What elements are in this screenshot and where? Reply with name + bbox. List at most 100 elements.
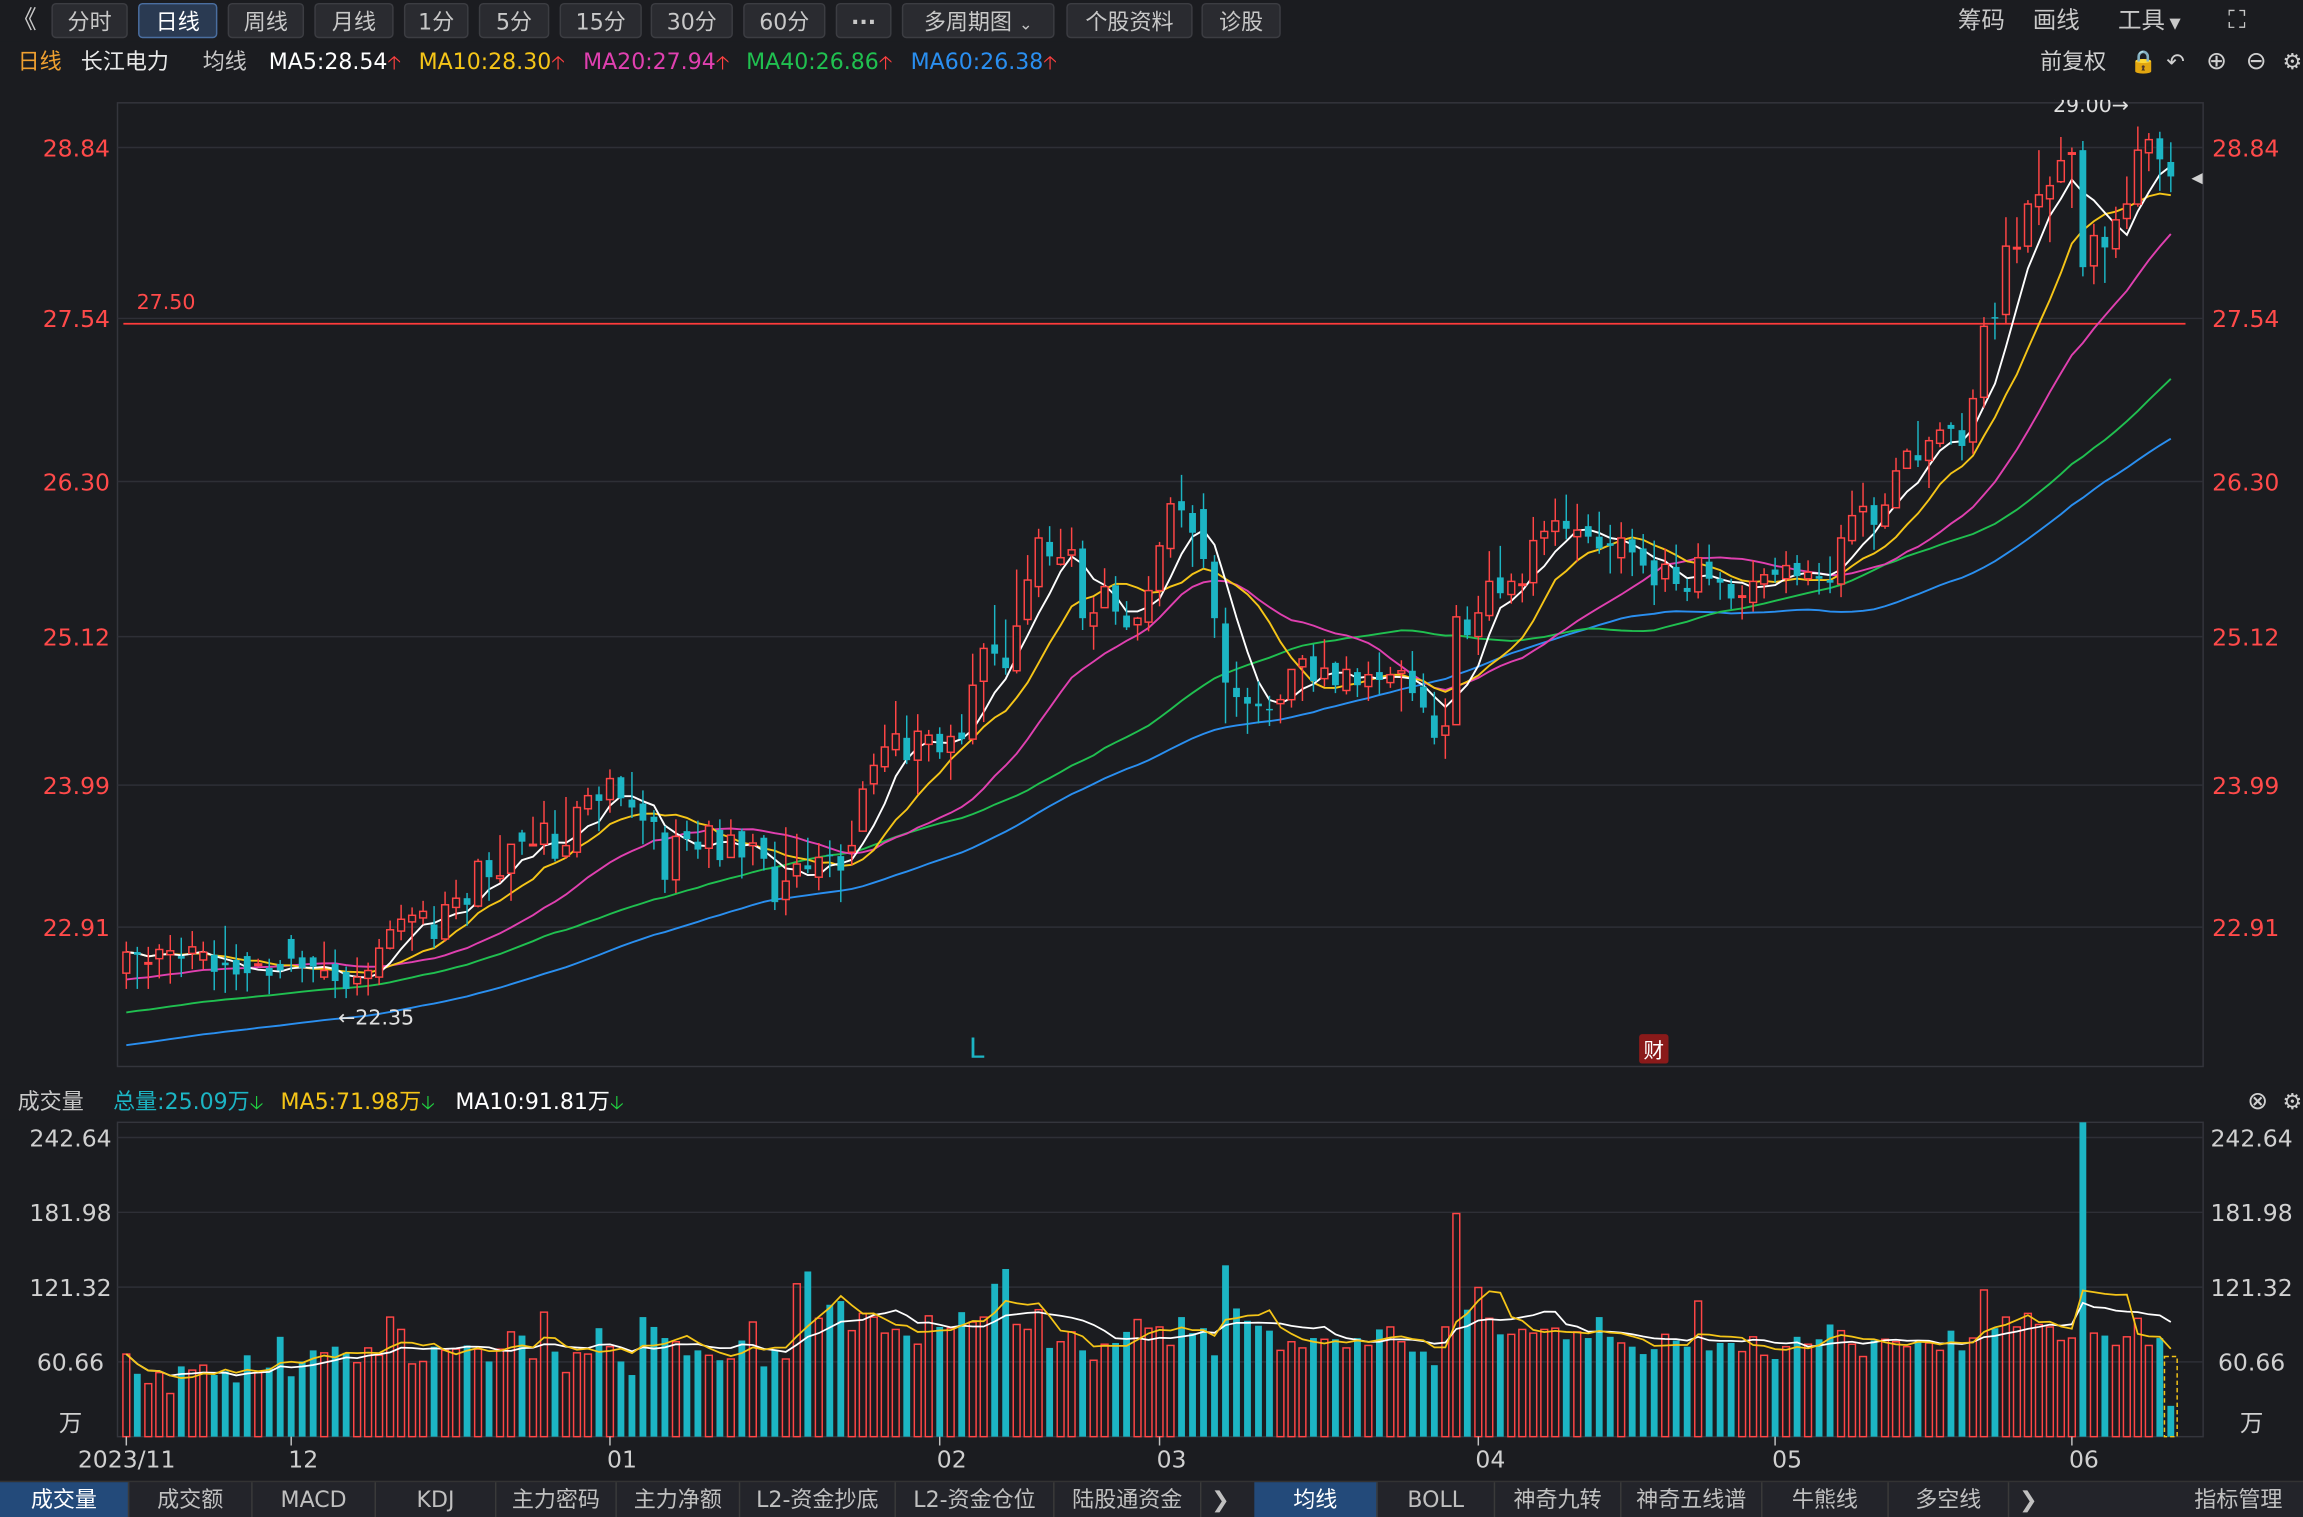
fullscreen-icon[interactable]: ⛶ (2228, 5, 2246, 36)
volume-bar-down (1123, 1331, 1130, 1437)
volume-bar-down (1628, 1346, 1636, 1437)
tab-volume[interactable]: 成交量 (0, 1482, 130, 1517)
period-60min-button[interactable]: 60分 (743, 2, 826, 39)
tab-boll[interactable]: BOLL (1378, 1482, 1496, 1517)
volume-chart[interactable]: 242.64 242.64 181.98 181.98 121.32 121.32 60.6… (0, 1119, 2303, 1480)
draw-line-button[interactable]: 画线 (2032, 5, 2080, 34)
tab-kdj[interactable]: KDJ (376, 1482, 497, 1517)
tab-l2-bottom[interactable]: L2-资金抄底 (740, 1482, 896, 1517)
volume-bar-down (1826, 1324, 1834, 1437)
period-5min-button[interactable]: 5分 (478, 2, 550, 39)
volume-ma10-value: MA10:91.81万 (455, 1088, 610, 1115)
candle-up (2001, 245, 2011, 316)
tab-macd[interactable]: MACD (253, 1482, 376, 1517)
volume-bar-up (1144, 1327, 1153, 1438)
tab-long-short[interactable]: 多空线 (1889, 1482, 2010, 1517)
volume-bar-down (1606, 1336, 1614, 1437)
multi-period-button[interactable]: 多周期图 ⌄ (901, 2, 1055, 39)
period-30min-button[interactable]: 30分 (650, 2, 733, 39)
more-periods-button[interactable]: ··· (835, 2, 892, 39)
candle-up (1803, 571, 1813, 580)
candle-up (1737, 595, 1747, 599)
period-intraday-button[interactable]: 分时 (51, 2, 128, 39)
finance-event-badge (1639, 1034, 1669, 1064)
candle-down (1079, 548, 1087, 619)
period-15min-button[interactable]: 15分 (559, 2, 642, 39)
tab-ma[interactable]: 均线 (1254, 1482, 1378, 1517)
tab-magic-nine[interactable]: 神奇九转 (1495, 1482, 1622, 1517)
ma-selector[interactable]: 均线 (202, 48, 247, 75)
period-weekly-button[interactable]: 周线 (227, 2, 305, 39)
volume-bar-up (880, 1332, 889, 1438)
candle-down (1408, 670, 1416, 694)
candle-up (572, 806, 582, 853)
price-chart[interactable]: 27.50 28.84 28.84 27.54 27.54 26.30 26.30 25.1… (0, 100, 2303, 1072)
volume-bar-down (1419, 1351, 1427, 1437)
diagnose-button[interactable]: 诊股 (1201, 2, 1281, 39)
volume-axis-labels: 242.64 242.64 181.98 181.98 121.32 121.32 60.6… (29, 1124, 2292, 1436)
volume-tick-label-right: 万 (2240, 1409, 2263, 1437)
candle-down (485, 860, 493, 878)
volume-plot-border (116, 1121, 2204, 1438)
lock-icon[interactable]: 🔒 (2129, 48, 2158, 75)
settings-icon[interactable]: ⚙ (2282, 48, 2303, 75)
price-plot-border (116, 102, 2204, 1068)
adjust-mode-button[interactable]: 前复权 (2040, 48, 2107, 75)
candle-up (1023, 579, 1032, 621)
candle-up (1540, 530, 1549, 539)
candle-up (1968, 397, 1978, 443)
candle-up (1748, 580, 1758, 604)
tab-main-code[interactable]: 主力密码 (496, 1482, 617, 1517)
candle-down (1650, 560, 1658, 586)
period-label: 日线 (17, 48, 62, 75)
candle-down (2101, 236, 2109, 248)
candle-up (1485, 580, 1494, 617)
volume-bar-down (1046, 1347, 1054, 1437)
volume-bar-up (1386, 1326, 1395, 1438)
back-icon[interactable]: 《 (11, 5, 37, 36)
chevron-right-icon[interactable]: ❯ (2019, 1486, 2038, 1514)
stock-profile-button[interactable]: 个股资料 (1066, 2, 1193, 39)
high-price-label: 29.00→ (2053, 100, 2129, 117)
volume-bar-up (1133, 1318, 1142, 1438)
tab-northbound[interactable]: 陆股通资金 (1055, 1482, 1202, 1517)
ma20-name: MA20 (583, 48, 646, 75)
tab-bull-bear[interactable]: 牛熊线 (1763, 1482, 1889, 1517)
low-price-label: ←22.35 (338, 1006, 414, 1030)
indicator-manage-button[interactable]: 指标管理 (2194, 1486, 2283, 1514)
candle-up (254, 963, 263, 967)
tab-magic-five[interactable]: 神奇五线谱 (1622, 1482, 1763, 1517)
chips-button[interactable]: 筹码 (1957, 5, 2005, 34)
candle-down (2079, 150, 2087, 268)
volume-bar-up (979, 1316, 988, 1438)
tab-main-net[interactable]: 主力净额 (617, 1482, 741, 1517)
tab-l2-position[interactable]: L2-资金仓位 (896, 1482, 1055, 1517)
chevron-right-icon[interactable]: ❯ (1211, 1486, 1230, 1514)
volume-tick-label-left: 181.98 (29, 1199, 111, 1227)
volume-bar-down (1255, 1325, 1262, 1437)
date-tick-label: 05 (1772, 1446, 1802, 1474)
volume-bar-up (1880, 1338, 1890, 1438)
settings-icon[interactable]: ⚙ (2282, 1088, 2303, 1115)
candle-up (781, 880, 790, 901)
undo-icon[interactable]: ↶ (2166, 48, 2185, 75)
candles (122, 126, 2175, 999)
volume-tick-label-left: 121.32 (29, 1274, 111, 1302)
tab-turnover[interactable]: 成交额 (129, 1482, 253, 1517)
candle-up (2034, 194, 2044, 208)
period-daily-button[interactable]: 日线 (138, 2, 218, 39)
volume-bar-down (1639, 1354, 1647, 1437)
tools-button[interactable]: 工具 ▼ (2118, 3, 2181, 38)
candle-up (1144, 589, 1153, 623)
period-1min-button[interactable]: 1分 (403, 2, 469, 39)
zoom-in-icon[interactable]: ⊕ (2206, 47, 2227, 77)
volume-bar-down (958, 1312, 966, 1437)
close-icon[interactable]: ⊗ (2247, 1087, 2269, 1117)
period-monthly-button[interactable]: 月线 (314, 2, 394, 39)
candle-up (1661, 563, 1670, 580)
zoom-out-icon[interactable]: ⊖ (2245, 47, 2267, 77)
volume-bar-up (1847, 1343, 1857, 1438)
volume-bar-up (2111, 1344, 2120, 1438)
volume-bar-down (177, 1366, 185, 1437)
